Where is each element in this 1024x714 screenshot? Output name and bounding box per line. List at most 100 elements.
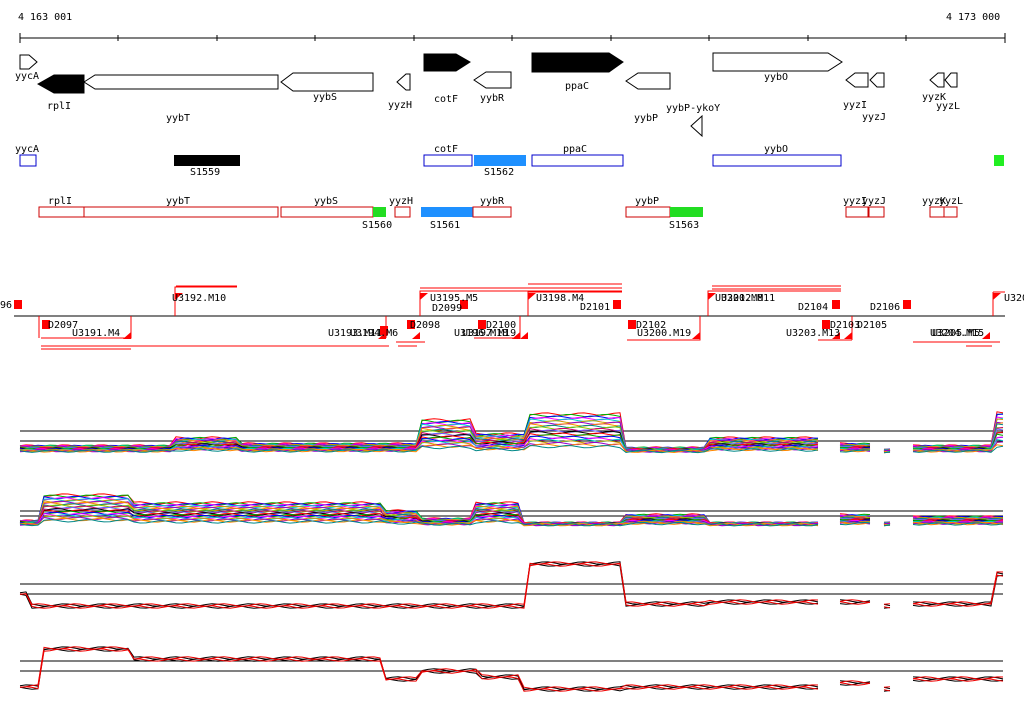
gene-label: cotF [434, 94, 458, 105]
gene-yyzK[interactable]: yyzK [922, 72, 946, 103]
expression-trace [912, 574, 1004, 607]
segment-label: S1562 [484, 167, 514, 178]
feature-label: U3202.M11 [721, 293, 775, 304]
expression-panel-2 [19, 493, 1004, 527]
gene-yybS[interactable]: yybS [280, 72, 374, 103]
segment-yyzJ[interactable] [868, 206, 885, 218]
segment-S1563[interactable] [670, 207, 703, 217]
segment-yyzI[interactable] [845, 206, 869, 218]
expression-panel-1 [19, 411, 1004, 454]
segment-label: yyzK [922, 196, 946, 207]
expression-trace [839, 599, 871, 603]
gene-label: yybR [480, 93, 505, 104]
expression-trace [19, 563, 819, 609]
feature-label: U3195.M5 [430, 293, 478, 304]
feature-label: 96 [0, 300, 12, 311]
segment-yyzL[interactable] [943, 206, 958, 218]
segment-yybR[interactable] [472, 206, 512, 218]
feature-label: D2097 [48, 320, 78, 331]
segment-label: yyzI [843, 196, 867, 207]
gene-label: yyzJ [862, 112, 886, 123]
expression-trace [19, 563, 819, 609]
segment-yycA[interactable] [19, 154, 37, 167]
gene-annotation-track: yycA rplI yybT yybS yyzH cotF yy [15, 52, 960, 138]
segment-green-end[interactable] [994, 155, 1004, 166]
feature-label: D2105 [857, 320, 887, 331]
reverse-segment-track: rplI yybT yybS S1560 yyzH S1561 yybR yyb… [38, 196, 963, 231]
segment-S1560[interactable] [373, 207, 386, 217]
expression-trace [912, 417, 1004, 449]
expression-trace [19, 648, 819, 692]
forward-segment-track: yycA S1559 cotF S1562 ppaC yybO [15, 144, 1004, 178]
gene-rplI[interactable]: rplI [36, 74, 85, 112]
expression-trace [883, 524, 891, 527]
coordinate-end: 4 173 000 [946, 12, 1001, 23]
expression-trace [912, 521, 1004, 525]
expression-trace [912, 411, 1004, 448]
expression-trace [883, 689, 891, 692]
segment-rplI[interactable] [38, 206, 85, 218]
gene-yybR[interactable]: yybR [473, 71, 512, 104]
expression-trace [839, 448, 871, 452]
gene-yybP[interactable]: yybP [625, 72, 671, 124]
expression-trace [912, 522, 1004, 526]
segment-label: cotF [434, 144, 458, 155]
feature-label: D2102 [636, 320, 666, 331]
expression-trace [912, 516, 1004, 521]
expression-panel-3 [19, 561, 1004, 609]
segment-S1559[interactable] [174, 155, 240, 166]
gene-yyzI[interactable]: yyzI [843, 72, 869, 111]
segment-yybT[interactable] [83, 206, 279, 218]
feature-label: U3191.M4 [72, 328, 120, 339]
expression-trace [839, 520, 871, 524]
segment-label: ppaC [563, 144, 587, 155]
gene-label: yybS [313, 92, 337, 103]
expression-trace [912, 678, 1004, 682]
feature-label: U3205.M5 [932, 328, 980, 339]
feature-label: U3198.M4 [536, 293, 584, 304]
expression-trace [19, 646, 819, 690]
gene-ppaC[interactable]: ppaC [531, 52, 624, 92]
expression-trace [839, 682, 871, 686]
feature-label: U3203.M13 [786, 328, 840, 339]
feature-label: D2100 [486, 320, 516, 331]
expression-trace [839, 521, 871, 525]
expression-trace [20, 437, 819, 453]
expression-trace [839, 448, 871, 453]
gene-yyzL[interactable]: yyzL [936, 72, 960, 112]
segment-yyzH[interactable] [394, 206, 411, 218]
feature-label: U3192.M10 [172, 293, 226, 304]
expression-trace [912, 444, 1004, 453]
segment-yybO[interactable] [712, 154, 842, 167]
gene-yyzH[interactable]: yyzH [388, 73, 412, 111]
feature-label: U3194.M6 [350, 328, 398, 339]
segment-S1562[interactable] [474, 155, 526, 166]
feature-label: U3197.M19 [462, 328, 516, 339]
feature-label: D2099 [432, 303, 462, 314]
feature-label: U3204.M15 [930, 328, 984, 339]
expression-trace [19, 505, 819, 526]
gene-label: rplI [47, 101, 71, 112]
gene-yybT[interactable]: yybT [83, 74, 279, 124]
expression-trace [19, 444, 819, 454]
segment-label: rplI [48, 196, 72, 207]
segment-ppaC[interactable] [531, 154, 624, 167]
gene-yybO[interactable]: yybO [712, 52, 843, 83]
expression-trace [912, 441, 1004, 453]
gene-yycA[interactable]: yycA [15, 54, 39, 82]
segment-label: S1561 [430, 220, 460, 231]
segment-S1561[interactable] [421, 207, 473, 217]
expression-trace [912, 416, 1004, 449]
segment-yybS[interactable] [280, 206, 374, 218]
gene-yybP-ykoY[interactable]: yybP-ykoY [666, 103, 720, 138]
gene-cotF[interactable]: cotF [423, 53, 471, 105]
gene-label: yybP [634, 113, 658, 124]
segment-label: S1559 [190, 167, 220, 178]
gene-label: yybP-ykoY [666, 103, 720, 114]
segment-yybP[interactable] [625, 206, 671, 218]
segment-yyzK[interactable] [929, 206, 945, 218]
gene-yyzJ[interactable]: yyzJ [862, 72, 886, 123]
gene-label: yybO [764, 72, 788, 83]
segment-cotF[interactable] [423, 154, 473, 167]
segment-label: yybS [314, 196, 338, 207]
